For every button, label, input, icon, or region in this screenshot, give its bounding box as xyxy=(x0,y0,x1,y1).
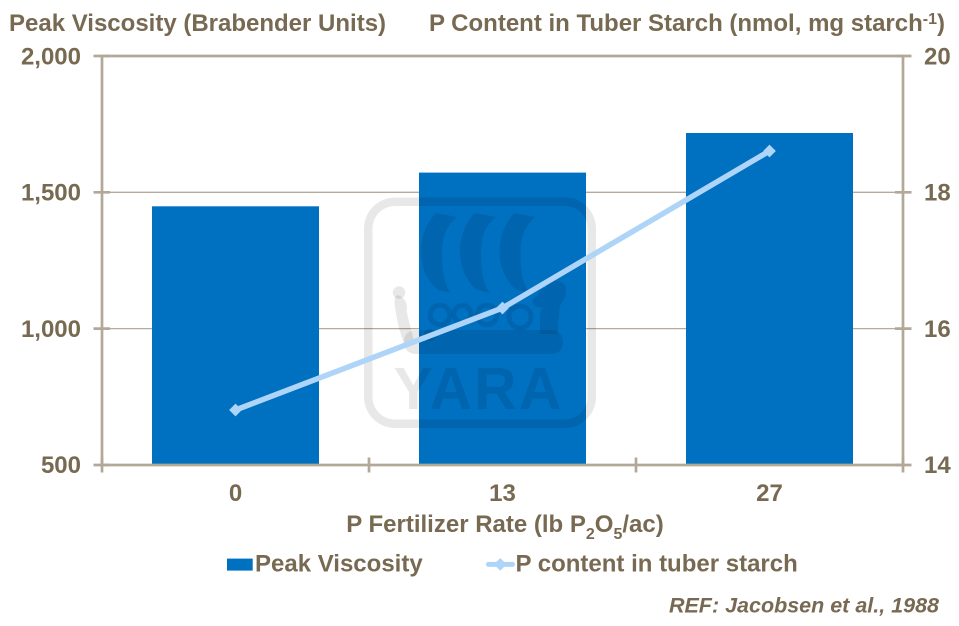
svg-text:500: 500 xyxy=(41,452,81,479)
svg-text:0: 0 xyxy=(229,480,242,507)
svg-text:P Fertilizer Rate (lb P2O5/ac): P Fertilizer Rate (lb P2O5/ac) xyxy=(346,511,663,543)
svg-text:P content in tuber starch: P content in tuber starch xyxy=(516,551,798,578)
svg-text:Peak Viscosity: Peak Viscosity xyxy=(255,551,423,578)
svg-text:27: 27 xyxy=(756,480,783,507)
svg-text:20: 20 xyxy=(924,43,951,70)
svg-text:1,500: 1,500 xyxy=(21,180,81,207)
svg-text:16: 16 xyxy=(924,316,951,343)
svg-text:REF: Jacobsen et al., 1988: REF: Jacobsen et al., 1988 xyxy=(669,594,939,618)
svg-text:P Content in Tuber Starch (nmo: P Content in Tuber Starch (nmol, mg star… xyxy=(429,10,945,37)
svg-text:13: 13 xyxy=(489,480,516,507)
svg-text:YARA: YARA xyxy=(394,356,564,422)
svg-text:14: 14 xyxy=(924,452,951,479)
svg-text:1,000: 1,000 xyxy=(21,316,81,343)
svg-text:2,000: 2,000 xyxy=(21,43,81,70)
svg-text:Peak Viscosity (Brabender Unit: Peak Viscosity (Brabender Units) xyxy=(9,10,386,37)
svg-text:18: 18 xyxy=(924,180,951,207)
